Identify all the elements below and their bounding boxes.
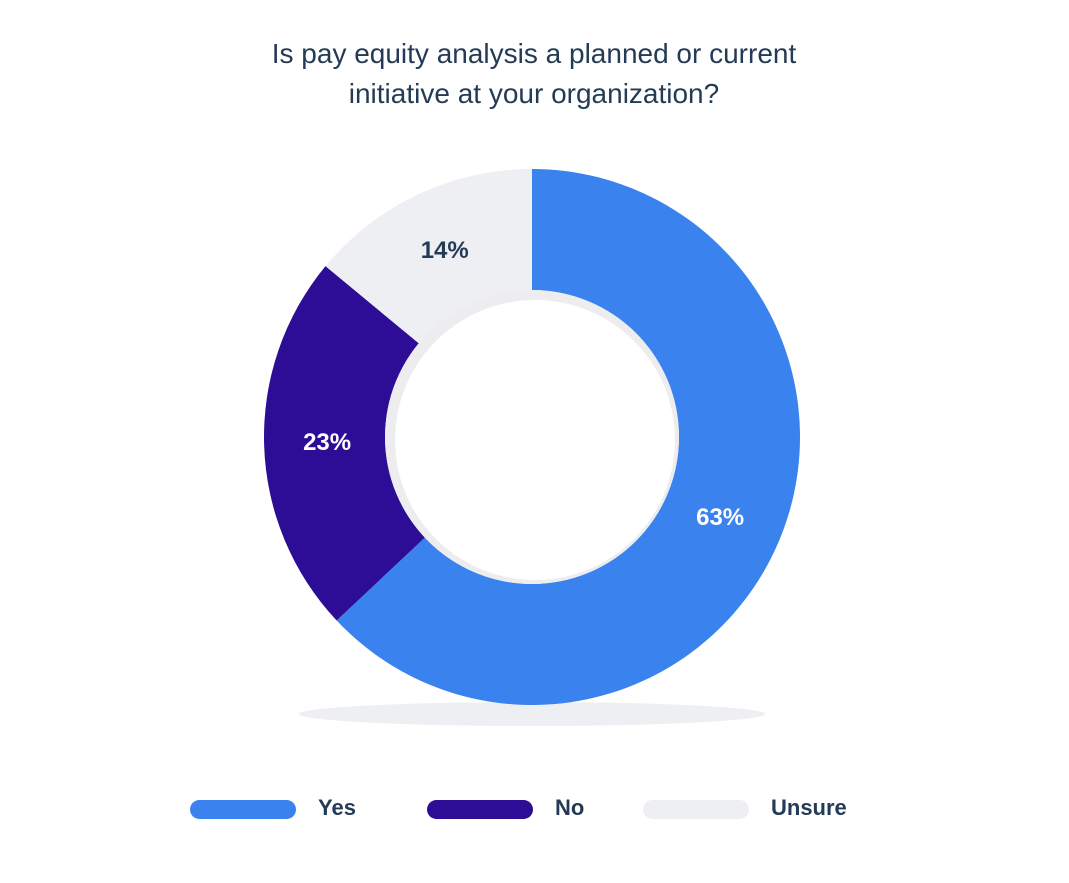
data-label: 23% (303, 429, 351, 456)
legend-swatch (643, 800, 749, 819)
chart-title: Is pay equity analysis a planned or curr… (271, 38, 797, 109)
donut-segment (264, 266, 425, 621)
shadow (299, 702, 765, 726)
donut-segment (325, 169, 532, 344)
data-label: 14% (421, 237, 469, 264)
legend-label: Yes (318, 795, 356, 820)
legend-swatch (427, 800, 533, 819)
legend-label: No (555, 795, 584, 820)
legend-label: Unsure (771, 795, 847, 820)
legend-swatch (190, 800, 296, 819)
inner-hole (395, 300, 675, 580)
donut-segment (336, 169, 800, 705)
data-label: 63% (696, 504, 744, 531)
